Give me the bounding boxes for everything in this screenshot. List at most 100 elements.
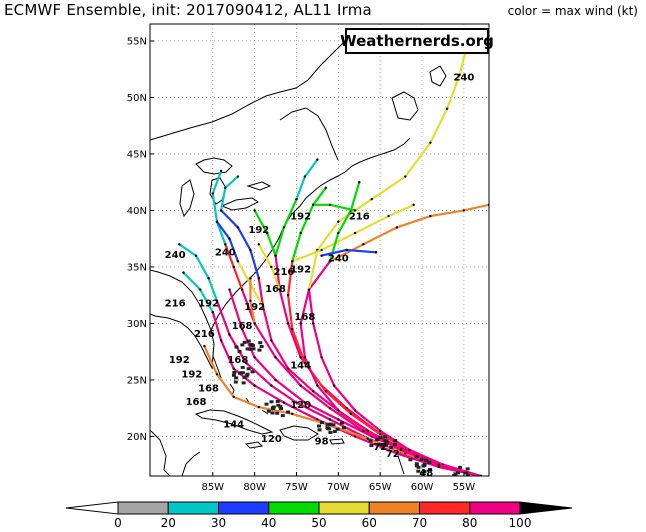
cluster-mark: [422, 462, 427, 466]
colorbar-tick-label: 80: [462, 516, 477, 530]
lon-tick-label: 70W: [327, 482, 350, 493]
lead-cluster: [234, 339, 264, 354]
lat-lon-grid: [150, 24, 489, 476]
ensemble-track: [312, 203, 357, 212]
lead-time-label: 72: [386, 449, 400, 460]
track-point: [295, 401, 298, 404]
coastlines: [150, 29, 447, 476]
cluster-mark: [248, 342, 253, 346]
track-point: [211, 310, 214, 314]
track-point: [332, 384, 336, 387]
track-point: [349, 412, 353, 416]
track-point: [219, 209, 223, 212]
cluster-mark: [238, 371, 243, 375]
track-point: [211, 192, 214, 195]
wind-colorbar: 0 20 30 40 50 60 70 80 100: [65, 501, 573, 530]
lead-cluster: [408, 455, 433, 473]
lon-tick-label: 85W: [201, 482, 224, 493]
track-point: [236, 260, 240, 263]
ensemble-tracks: [178, 39, 489, 476]
cluster-mark: [259, 344, 264, 348]
cluster-mark: [408, 458, 413, 462]
colorbar-swatch: [218, 501, 270, 515]
lead-time-label: 240: [328, 253, 349, 264]
track-point: [270, 265, 273, 269]
track-point: [278, 288, 281, 291]
track-point: [353, 435, 357, 438]
track-point: [378, 432, 382, 436]
track-point: [253, 356, 256, 359]
lead-time-label: 144: [223, 419, 244, 430]
lat-tick-label: 20N: [127, 432, 147, 443]
cluster-mark: [464, 471, 469, 475]
cluster-mark: [414, 462, 419, 466]
cluster-mark: [428, 467, 433, 471]
track-point: [291, 412, 294, 416]
track-point: [291, 260, 294, 263]
cluster-mark: [389, 446, 394, 450]
cluster-mark: [339, 421, 344, 425]
cluster-mark: [242, 340, 247, 344]
lead-time-label: 168: [294, 312, 315, 323]
track-point: [282, 226, 286, 229]
cluster-mark: [383, 435, 388, 439]
cluster-mark: [270, 411, 275, 415]
lead-time-label: 48: [419, 468, 433, 479]
track-point: [286, 322, 290, 325]
cluster-mark: [416, 465, 421, 469]
track-point: [358, 181, 361, 184]
cluster-mark: [232, 370, 237, 374]
track-point: [236, 175, 240, 178]
track-point: [249, 299, 252, 303]
track-point: [404, 175, 407, 178]
track-point: [337, 220, 340, 223]
track-point: [265, 231, 269, 235]
ensemble-track: [211, 311, 482, 476]
cluster-mark: [422, 469, 427, 473]
cluster-mark: [246, 367, 251, 371]
colorbar-swatch: [117, 501, 169, 515]
track-point: [261, 305, 265, 308]
track-point: [299, 384, 302, 387]
lead-time-label: 72: [373, 442, 387, 453]
track-point: [408, 448, 411, 452]
lat-tick-label: 40N: [127, 206, 147, 217]
track-point: [312, 203, 315, 206]
lat-tick-label: 45N: [127, 149, 147, 160]
track-point: [353, 231, 357, 235]
lead-time-label: 192: [248, 225, 269, 236]
lead-time-label: 168: [232, 321, 253, 332]
cluster-mark: [458, 465, 463, 469]
cluster-mark: [271, 407, 276, 411]
cluster-mark: [233, 380, 238, 384]
lat-tick-label: 35N: [127, 262, 147, 273]
track-point: [328, 203, 332, 206]
track-point: [253, 322, 256, 325]
cluster-mark: [328, 431, 333, 435]
track-point: [320, 356, 323, 359]
lead-time-label: 216: [165, 299, 186, 310]
cluster-mark: [240, 365, 245, 369]
cluster-mark: [317, 424, 322, 428]
ensemble-track: [295, 158, 319, 201]
track-point: [353, 409, 357, 412]
track-point: [337, 409, 340, 412]
ensemble-track: [211, 169, 227, 246]
track-point: [362, 243, 365, 246]
track-point: [282, 401, 286, 404]
cluster-mark: [332, 430, 337, 434]
track-point: [257, 243, 261, 246]
track-point: [328, 407, 332, 410]
cluster-mark: [240, 343, 245, 347]
track-point: [299, 322, 302, 325]
cluster-mark: [458, 476, 462, 479]
cluster-mark: [466, 474, 471, 476]
cluster-mark: [427, 460, 432, 464]
lead-time-label: 240: [215, 248, 236, 259]
track-point: [240, 327, 244, 331]
track-point: [462, 209, 466, 212]
track-point: [307, 288, 311, 291]
track-point: [299, 231, 302, 235]
